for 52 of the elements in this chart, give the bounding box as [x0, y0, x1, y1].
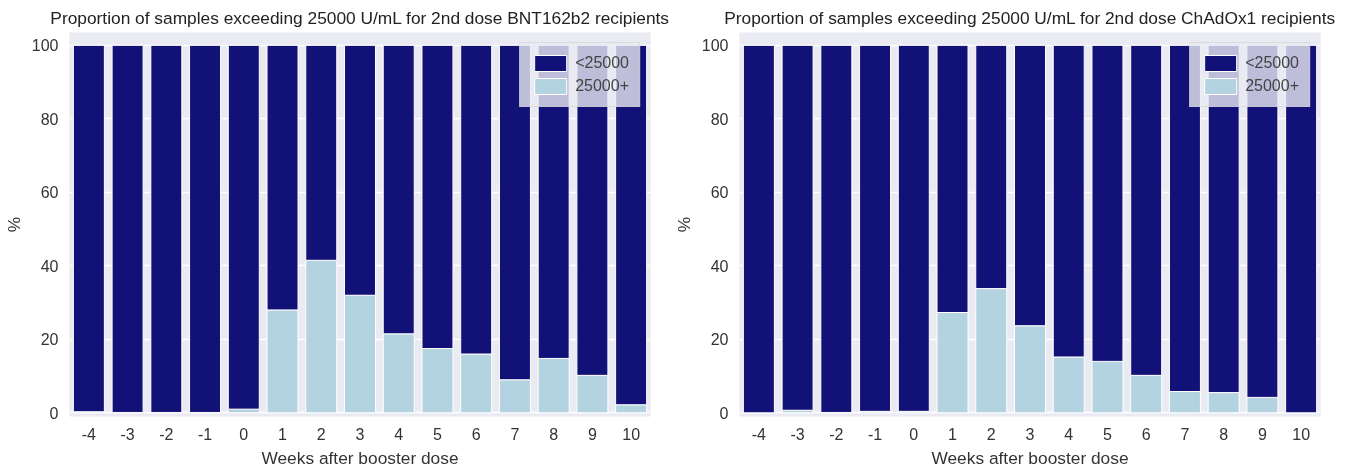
x-tick-label: 8 [549, 425, 559, 443]
x-tick-label: 0 [909, 425, 919, 443]
x-tick-label: -1 [867, 425, 883, 443]
x-tick-label: 10 [1292, 425, 1311, 443]
y-tick-label: 20 [710, 331, 729, 349]
x-tick-label: 8 [1219, 425, 1229, 443]
x-tick-label: -3 [120, 425, 135, 443]
y-tick-label: 0 [49, 404, 59, 422]
x-axis-title: Weeks after booster dose [261, 447, 459, 468]
x-tick-label: 7 [510, 425, 520, 443]
x-tick-label: -1 [197, 425, 213, 443]
x-tick-label: 6 [471, 425, 481, 443]
x-axis-title: Weeks after booster dose [931, 447, 1129, 468]
legend-label: 25000+ [575, 77, 629, 95]
y-tick-label: 60 [710, 184, 729, 202]
x-tick-label: 9 [587, 425, 597, 443]
y-tick-label: 40 [710, 257, 729, 275]
x-tick-label: -2 [159, 425, 174, 443]
y-tick-label: 80 [710, 110, 729, 128]
y-axis-title: % [673, 216, 694, 233]
x-tick-label: 1 [278, 425, 288, 443]
y-axis-title: % [3, 216, 24, 233]
x-tick-label: 1 [948, 425, 958, 443]
legend-label: 25000+ [1245, 77, 1299, 95]
x-tick-label: 2 [986, 425, 996, 443]
x-tick-label: 0 [239, 425, 249, 443]
x-tick-label: 6 [1141, 425, 1151, 443]
legend-label: <25000 [1245, 54, 1299, 72]
chart-title: Proportion of samples exceeding 25000 U/mL for 2nd dose ChAdOx1 recipients [724, 7, 1336, 28]
x-tick-label: 7 [1180, 425, 1190, 443]
y-tick-label: 100 [31, 37, 59, 55]
x-tick-label: 4 [1064, 425, 1074, 443]
x-tick-label: 10 [622, 425, 641, 443]
x-tick-label: 5 [433, 425, 443, 443]
x-tick-label: 4 [394, 425, 404, 443]
x-tick-label: 9 [1257, 425, 1267, 443]
y-tick-label: 40 [40, 257, 59, 275]
y-tick-label: 80 [40, 110, 59, 128]
y-tick-label: 100 [701, 37, 729, 55]
x-tick-label: 3 [355, 425, 365, 443]
y-tick-label: 0 [719, 404, 729, 422]
y-tick-label: 20 [40, 331, 59, 349]
x-tick-label: 3 [1025, 425, 1035, 443]
legend-label: <25000 [575, 54, 629, 72]
x-tick-label: -2 [829, 425, 844, 443]
x-tick-label: -4 [81, 425, 97, 443]
x-tick-label: -3 [790, 425, 805, 443]
y-tick-label: 60 [40, 184, 59, 202]
x-tick-label: 2 [316, 425, 326, 443]
x-tick-label: 5 [1103, 425, 1113, 443]
chart-title: Proportion of samples exceeding 25000 U/mL for 2nd dose BNT162b2 recipients [50, 7, 670, 28]
x-tick-label: -4 [751, 425, 767, 443]
